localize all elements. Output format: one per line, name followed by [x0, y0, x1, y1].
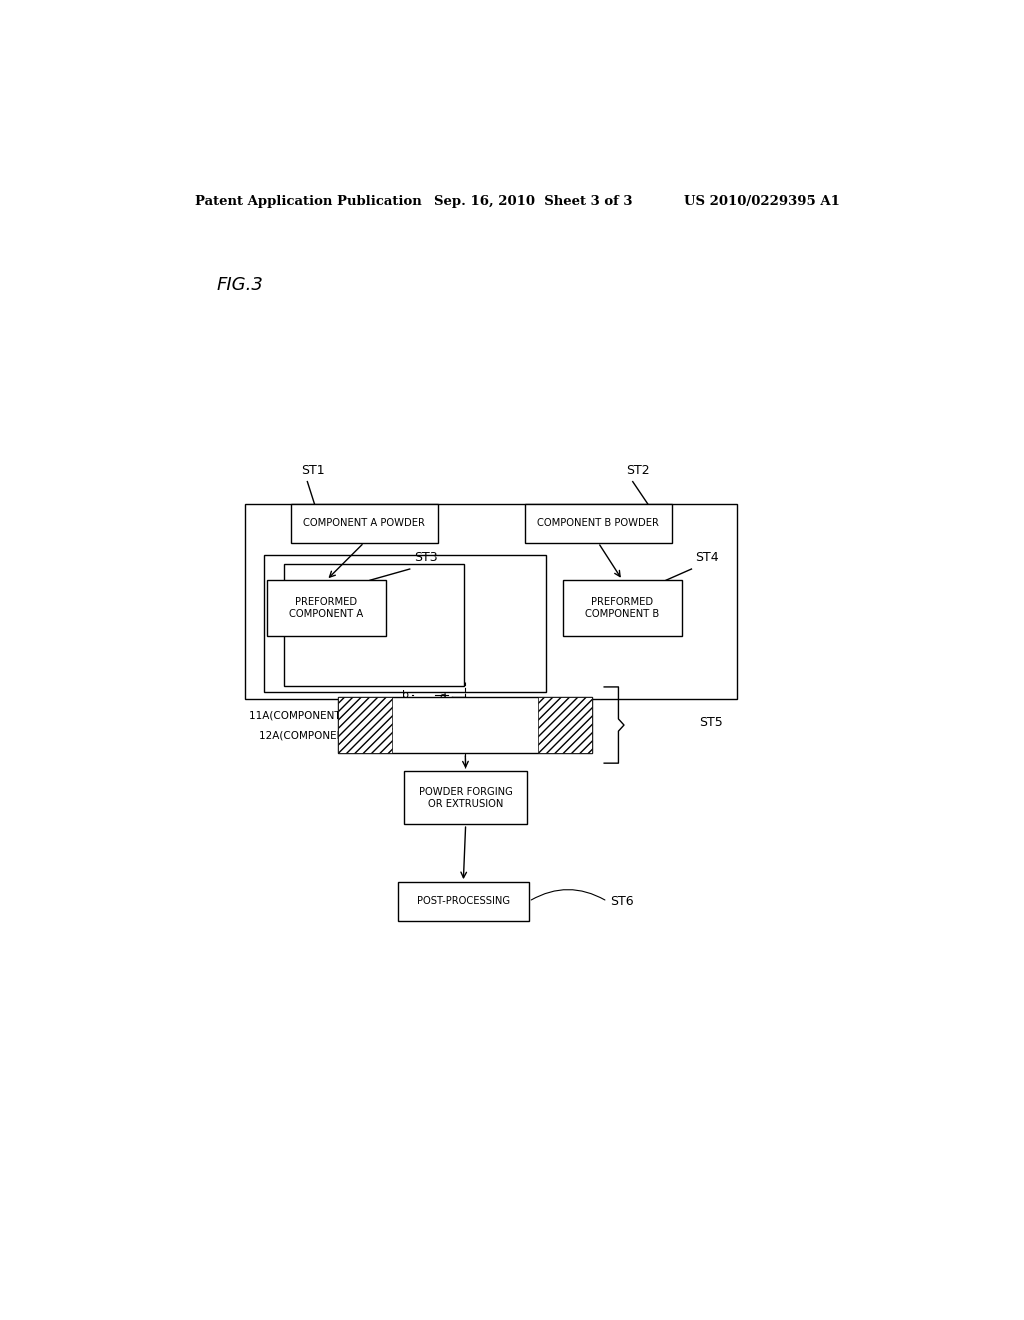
- Bar: [404, 771, 527, 824]
- Text: ST6: ST6: [610, 895, 634, 908]
- Text: Sep. 16, 2010  Sheet 3 of 3: Sep. 16, 2010 Sheet 3 of 3: [433, 194, 632, 207]
- Text: a: a: [439, 690, 446, 700]
- Bar: [338, 697, 592, 752]
- Text: 12A(COMPONENT B): 12A(COMPONENT B): [259, 731, 365, 741]
- Bar: [267, 581, 386, 636]
- Text: PREFORMED
COMPONENT B: PREFORMED COMPONENT B: [586, 598, 659, 619]
- Text: ST5: ST5: [699, 715, 723, 729]
- Text: FIG.3: FIG.3: [217, 276, 264, 294]
- Text: US 2010/0229395 A1: US 2010/0229395 A1: [684, 194, 840, 207]
- Bar: [246, 504, 737, 700]
- Text: ST4: ST4: [695, 550, 719, 564]
- Text: POWDER FORGING
OR EXTRUSION: POWDER FORGING OR EXTRUSION: [419, 787, 513, 809]
- Text: POST-PROCESSING: POST-PROCESSING: [417, 896, 510, 907]
- Bar: [524, 504, 672, 543]
- Text: 11A(COMPONENT A): 11A(COMPONENT A): [249, 710, 354, 721]
- Text: Patent Application Publication: Patent Application Publication: [196, 194, 422, 207]
- Text: PREFORMED
COMPONENT A: PREFORMED COMPONENT A: [289, 598, 364, 619]
- Text: ST1: ST1: [301, 463, 325, 477]
- Text: c: c: [477, 704, 483, 713]
- Bar: [563, 581, 682, 636]
- Bar: [539, 697, 592, 752]
- Bar: [284, 564, 465, 686]
- Bar: [291, 504, 437, 543]
- Text: ST2: ST2: [627, 463, 650, 477]
- Bar: [264, 554, 546, 692]
- Text: ST3: ST3: [414, 550, 437, 564]
- Text: COMPONENT B POWDER: COMPONENT B POWDER: [538, 519, 659, 528]
- Bar: [338, 697, 392, 752]
- Text: COMPONENT A POWDER: COMPONENT A POWDER: [303, 519, 425, 528]
- Text: b: b: [402, 690, 409, 700]
- Bar: [397, 882, 528, 921]
